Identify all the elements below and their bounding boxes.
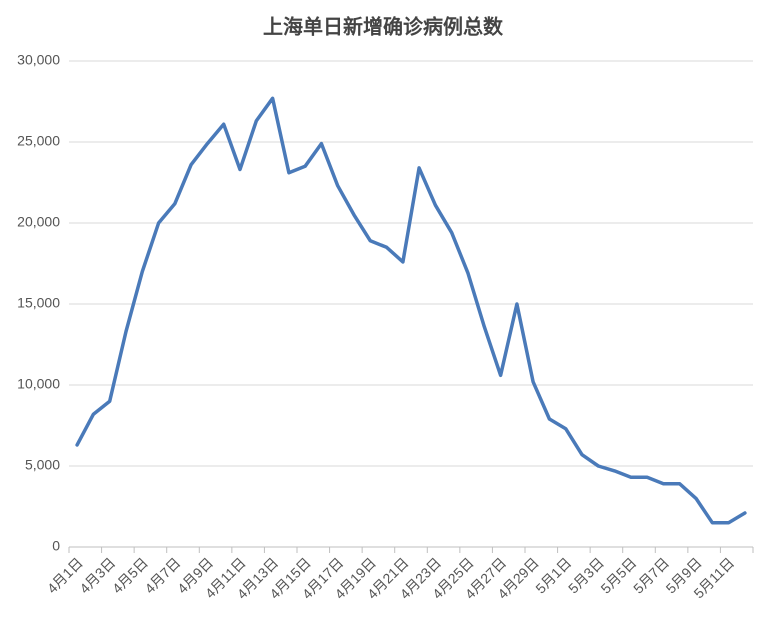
data-line	[75, 96, 747, 525]
y-tick-label: 10,000	[17, 376, 60, 392]
x-tick-label: 4月1日	[44, 554, 86, 596]
y-tick-label: 0	[52, 538, 60, 554]
y-tick-label: 5,000	[25, 457, 60, 473]
y-tick-label: 30,000	[17, 52, 60, 68]
x-tick-label: 5月5日	[597, 554, 639, 596]
x-tick-label: 4月3日	[76, 554, 118, 596]
y-tick-label: 20,000	[17, 214, 60, 230]
chart-title: 上海单日新增确诊病例总数	[263, 14, 504, 38]
x-tick-label: 5月3日	[565, 554, 607, 596]
x-tick-label: 4月7日	[141, 554, 183, 596]
x-tick-label: 5月1日	[532, 554, 574, 596]
y-tick-label: 25,000	[17, 133, 60, 149]
y-tick-label: 15,000	[17, 295, 60, 311]
x-tick-label: 4月5日	[109, 554, 151, 596]
x-tick-label: 5月7日	[630, 554, 672, 596]
